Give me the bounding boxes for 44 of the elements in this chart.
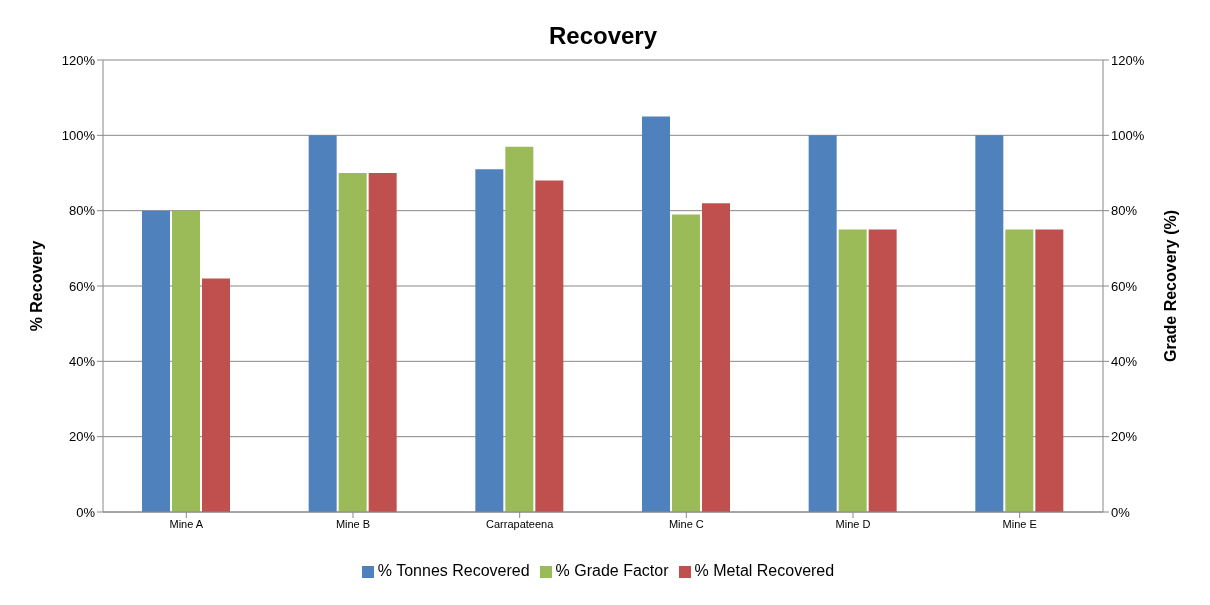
x-tick-label: Carrapateena	[486, 517, 555, 530]
y-tick-label: 80%	[68, 203, 96, 219]
bar	[505, 146, 534, 512]
bar	[672, 214, 700, 512]
y2-tick-label: 20%	[1111, 429, 1138, 445]
bar	[172, 210, 200, 512]
y-tick-label: 20%	[68, 429, 96, 445]
y2-tick-label: 120%	[1111, 52, 1145, 68]
y2-tick-label: 60%	[1111, 278, 1138, 294]
bar	[202, 278, 230, 512]
bar	[535, 180, 564, 512]
legend-label: % Grade Factor	[555, 562, 669, 579]
bar	[838, 229, 867, 512]
y-tick-label: 100%	[61, 127, 96, 143]
bar	[475, 169, 504, 512]
bar	[308, 135, 337, 512]
y-tick-label: 120%	[61, 52, 96, 68]
y-tick-label: 60%	[68, 278, 96, 294]
y2-axis-title: Grade Recovery (%)	[1161, 209, 1179, 363]
y2-tick-label: 40%	[1111, 353, 1138, 369]
x-tick-label: Mine E	[1002, 517, 1037, 530]
legend-label: % Tonnes Recovered	[377, 562, 530, 579]
bar	[868, 229, 897, 512]
y-tick-label: 40%	[68, 353, 96, 369]
bar	[1005, 229, 1034, 512]
chart-title: Recovery	[547, 22, 659, 50]
y-tick-label: 0%	[76, 504, 96, 520]
bar	[368, 173, 397, 512]
y2-tick-label: 0%	[1111, 504, 1131, 520]
bar	[808, 135, 837, 512]
x-tick-label: Mine C	[668, 517, 704, 530]
bar	[975, 135, 1004, 512]
bar	[142, 210, 170, 512]
y2-tick-label: 80%	[1111, 203, 1138, 219]
bar	[338, 173, 367, 512]
bar	[702, 203, 730, 512]
legend-label: % Metal Recovered	[694, 562, 835, 579]
y-axis-title: % Recovery	[27, 240, 45, 332]
x-tick-label: Mine D	[835, 517, 871, 530]
x-tick-label: Mine A	[169, 517, 204, 530]
x-tick-label: Mine B	[335, 517, 371, 530]
bar	[1035, 229, 1064, 512]
bar	[642, 116, 670, 512]
y2-tick-label: 100%	[1111, 127, 1145, 143]
